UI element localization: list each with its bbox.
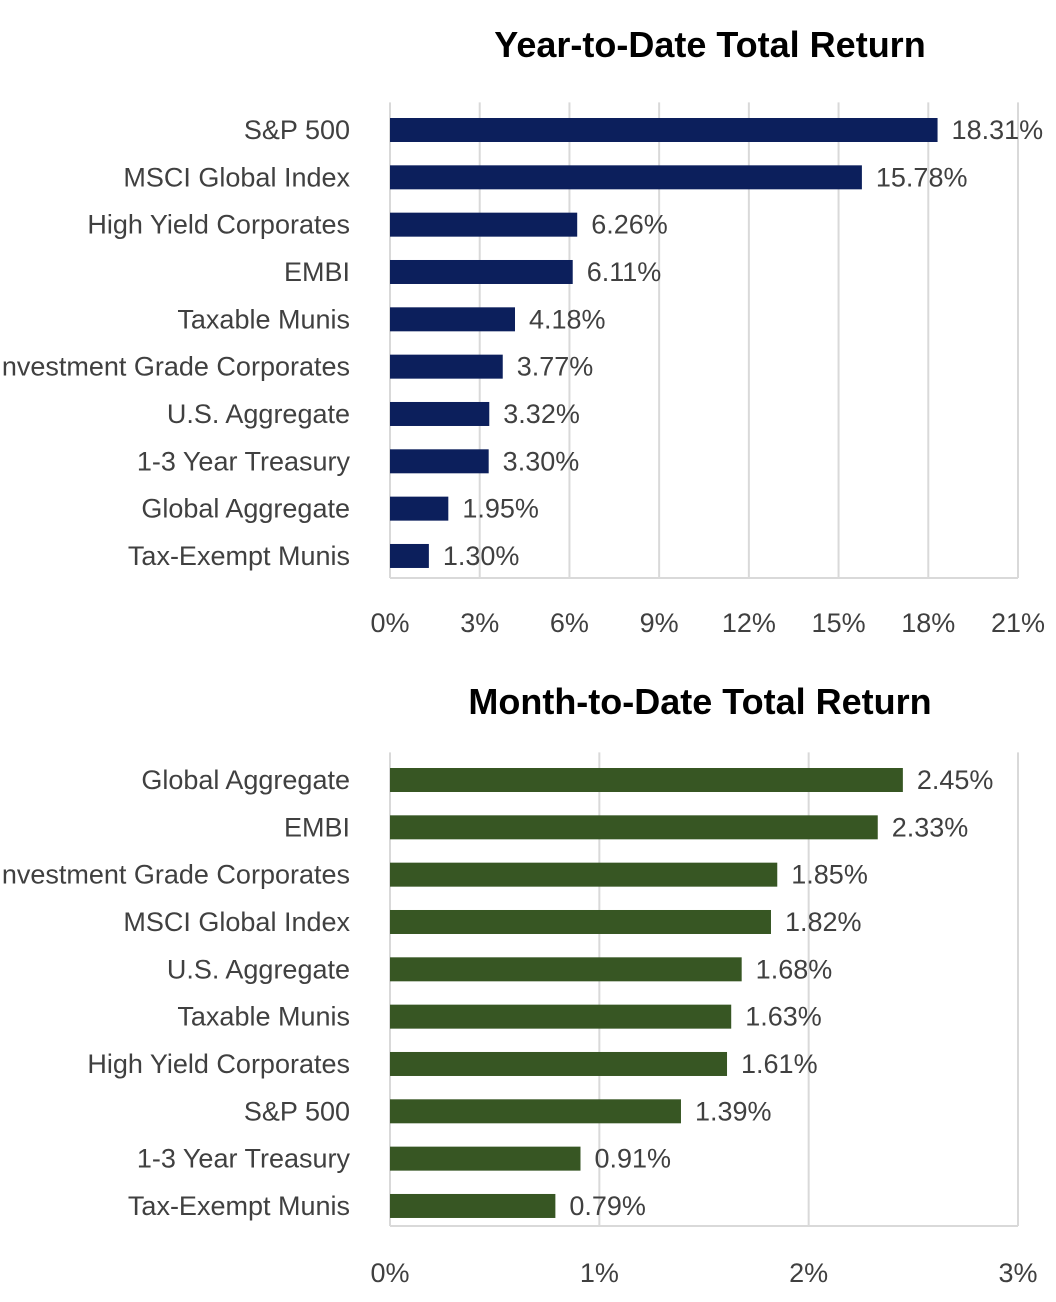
category-label: Investment Grade Corporates [0, 860, 350, 890]
bar [390, 1004, 732, 1029]
category-label: 1-3 Year Treasury [137, 446, 351, 476]
x-tick-label: 12% [722, 608, 776, 638]
bar [390, 1146, 581, 1171]
bar [390, 1051, 728, 1076]
data-label: 1.95% [462, 494, 539, 524]
data-label: 18.31% [952, 115, 1044, 145]
data-label: 3.32% [503, 399, 580, 429]
category-label: Taxable Munis [177, 1002, 350, 1032]
x-tick-label: 3% [998, 1258, 1037, 1288]
x-tick-label: 9% [640, 608, 679, 638]
x-tick-label: 3% [460, 608, 499, 638]
bar [390, 768, 903, 792]
category-label: Global Aggregate [141, 765, 350, 795]
data-label: 4.18% [529, 304, 606, 334]
category-label: Investment Grade Corporates [0, 352, 350, 382]
data-label: 1.82% [785, 907, 862, 937]
x-tick-label: 18% [901, 608, 955, 638]
category-label: U.S. Aggregate [167, 954, 350, 984]
bar [390, 1099, 681, 1124]
data-label: 1.85% [791, 860, 868, 890]
bar [390, 815, 878, 840]
bar [390, 1193, 556, 1218]
data-label: 2.45% [917, 765, 994, 795]
x-tick-label: 0% [370, 1258, 409, 1288]
category-label: EMBI [284, 257, 350, 287]
x-tick-label: 21% [991, 608, 1045, 638]
data-label: 3.30% [503, 446, 580, 476]
category-label: MSCI Global Index [123, 907, 350, 937]
category-label: Tax-Exempt Munis [128, 1191, 350, 1221]
data-label: 0.91% [594, 1144, 671, 1174]
data-label: 6.26% [591, 210, 668, 240]
category-label: Taxable Munis [177, 304, 350, 334]
x-tick-label: 0% [370, 608, 409, 638]
category-label: High Yield Corporates [87, 210, 350, 240]
data-label: 0.79% [569, 1191, 646, 1221]
data-label: 1.61% [741, 1049, 818, 1079]
bar [390, 354, 503, 379]
bar [390, 449, 489, 474]
data-label: 1.63% [745, 1002, 822, 1032]
category-label: S&P 500 [244, 1096, 350, 1126]
category-label: MSCI Global Index [123, 162, 350, 192]
category-label: U.S. Aggregate [167, 399, 350, 429]
category-label: High Yield Corporates [87, 1049, 350, 1079]
mtd-return-chart: Month-to-Date Total Return 0% 1% 2% 3% Global… [0, 681, 1038, 1288]
chart-title: Month-to-Date Total Return [468, 681, 931, 722]
chart-title: Year-to-Date Total Return [494, 24, 925, 65]
category-label: S&P 500 [244, 115, 350, 145]
bar [390, 957, 742, 982]
data-label: 15.78% [876, 162, 968, 192]
data-label: 3.77% [517, 352, 594, 382]
data-label: 2.33% [892, 812, 969, 842]
data-label: 6.11% [587, 257, 662, 287]
bar [390, 496, 449, 521]
data-label: 1.68% [756, 954, 833, 984]
x-tick-label: 1% [580, 1258, 619, 1288]
x-tick-label: 2% [789, 1258, 828, 1288]
ytd-return-chart: Year-to-Date Total Return 0% 3% 6% 9% 12% 15% 1… [0, 24, 1045, 638]
bar [390, 212, 578, 237]
category-label: 1-3 Year Treasury [137, 1144, 351, 1174]
bar [390, 909, 771, 934]
category-label: EMBI [284, 812, 350, 842]
bar [390, 862, 778, 887]
bar [390, 118, 938, 142]
x-tick-label: 15% [812, 608, 866, 638]
x-tick-label: 6% [550, 608, 589, 638]
bar [390, 401, 490, 426]
category-label: Tax-Exempt Munis [128, 541, 350, 571]
category-label: Global Aggregate [141, 494, 350, 524]
bar [390, 165, 862, 190]
data-label: 1.39% [695, 1096, 772, 1126]
data-label: 1.30% [443, 541, 520, 571]
bar [390, 307, 516, 332]
bar [390, 543, 429, 568]
bar [390, 259, 573, 284]
